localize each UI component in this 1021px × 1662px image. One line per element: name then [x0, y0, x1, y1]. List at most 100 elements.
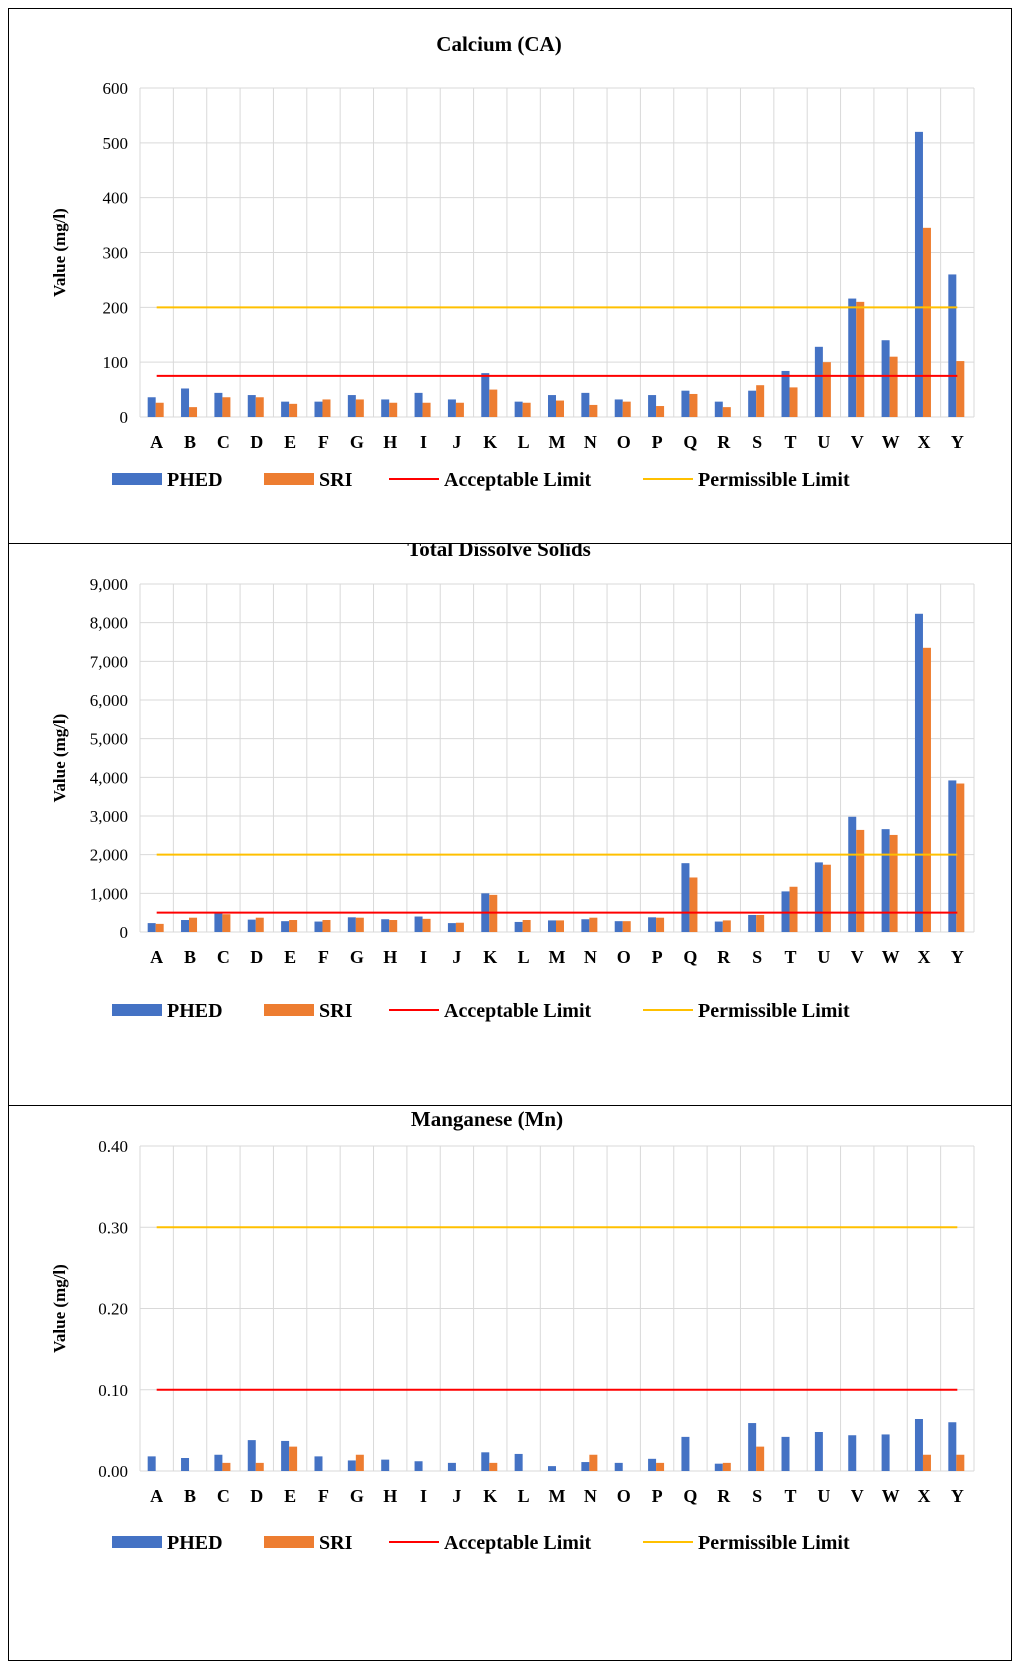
- bar-phed-m: [548, 1466, 556, 1471]
- x-tick-label: Q: [683, 947, 697, 967]
- x-tick-label: S: [752, 947, 762, 967]
- bar-phed-d: [247, 1440, 256, 1471]
- legend-swatch-phed: [112, 473, 162, 485]
- bar-phed-g: [347, 917, 356, 932]
- bar-phed-p: [648, 917, 657, 932]
- bar-sri-f: [322, 920, 331, 932]
- bar-phed-u: [814, 862, 823, 932]
- bar-sri-s: [756, 385, 765, 417]
- legend-label: Permissible Limit: [698, 1532, 850, 1554]
- x-tick-label: F: [318, 947, 329, 967]
- bar-phed-i: [414, 1461, 423, 1471]
- chart-svg: Calcium (CA) 0 100 200 300 400 500 600 Value (mg…: [50, 32, 975, 491]
- bar-phed-y: [948, 274, 957, 417]
- y-tick-label: 0.40: [98, 1137, 128, 1156]
- y-tick-label: 200: [103, 298, 129, 317]
- bar-phed-i: [414, 916, 423, 932]
- y-tick-label: 0.20: [98, 1300, 128, 1319]
- bar-sri-w: [889, 834, 898, 932]
- x-tick-label: T: [785, 1486, 797, 1506]
- bar-sri-d: [255, 397, 264, 417]
- bar-sri-p: [656, 1462, 665, 1471]
- bar-phed-t: [781, 1436, 790, 1471]
- bar-sri-v: [856, 301, 865, 417]
- bar-sri-l: [522, 402, 531, 417]
- y-axis-label: Value (mg/l): [50, 208, 69, 297]
- bar-phed-b: [181, 1458, 190, 1471]
- x-tick-label: A: [150, 1486, 163, 1506]
- bar-phed-p: [648, 395, 657, 417]
- y-tick-label: 300: [103, 244, 129, 263]
- x-tick-label: R: [717, 1486, 731, 1506]
- bar-sri-r: [722, 407, 731, 417]
- x-tick-label: Q: [683, 1486, 697, 1506]
- legend-label: Acceptable Limit: [444, 1532, 592, 1554]
- x-tick-label: K: [483, 432, 497, 452]
- x-tick-label: O: [617, 1486, 631, 1506]
- bar-sri-s: [756, 914, 765, 932]
- chart-title: Manganese (Mn): [411, 1107, 563, 1131]
- x-tick-label: L: [518, 432, 530, 452]
- bar-phed-k: [481, 373, 490, 417]
- y-tick-label: 4,000: [90, 768, 128, 787]
- bar-sri-c: [222, 914, 231, 932]
- bar-phed-l: [514, 921, 523, 932]
- bar-sri-r: [722, 920, 731, 932]
- legend-label: PHED: [167, 469, 223, 491]
- bar-phed-o: [614, 399, 623, 417]
- x-tick-label: S: [752, 1486, 762, 1506]
- bar-sri-b: [189, 407, 198, 417]
- y-tick-label: 0: [120, 923, 129, 942]
- x-tick-label: B: [184, 947, 196, 967]
- bar-phed-j: [447, 1462, 456, 1471]
- bar-sri-e: [289, 1446, 298, 1471]
- bar-sri-d: [255, 917, 264, 932]
- x-tick-label: N: [584, 947, 597, 967]
- legend-label: Acceptable Limit: [444, 469, 592, 491]
- x-tick-label: X: [917, 947, 930, 967]
- bar-sri-k: [489, 389, 498, 417]
- x-tick-label: C: [217, 1486, 230, 1506]
- y-axis-label: Value (mg/l): [50, 714, 69, 803]
- bar-phed-k: [481, 1452, 490, 1471]
- bar-phed-u: [814, 1432, 823, 1471]
- bar-phed-u: [814, 346, 823, 417]
- bar-phed-p: [648, 1458, 657, 1471]
- x-tick-label: B: [184, 1486, 196, 1506]
- x-tick-label: W: [882, 1486, 900, 1506]
- y-tick-label: 0: [120, 408, 129, 427]
- bar-phed-q: [681, 390, 690, 417]
- x-tick-label: D: [250, 1486, 263, 1506]
- bar-phed-m: [548, 920, 556, 932]
- bar-phed-v: [848, 1435, 857, 1471]
- x-tick-label: M: [549, 947, 566, 967]
- bar-phed-q: [681, 1436, 690, 1471]
- bar-sri-y: [956, 783, 965, 932]
- bar-phed-o: [614, 921, 623, 932]
- bar-sri-g: [355, 917, 364, 932]
- bar-phed-j: [447, 399, 456, 417]
- legend-swatch-sri: [264, 1004, 314, 1016]
- bar-sri-x: [922, 1454, 931, 1471]
- x-tick-label: R: [717, 947, 731, 967]
- bar-sri-p: [656, 406, 665, 417]
- x-tick-label: P: [652, 1486, 663, 1506]
- bar-sri-y: [956, 361, 965, 417]
- x-tick-label: U: [817, 947, 830, 967]
- y-tick-label: 600: [103, 79, 129, 98]
- legend-label: Permissible Limit: [698, 1000, 850, 1022]
- bar-sri-c: [222, 397, 231, 417]
- x-tick-label: G: [350, 432, 364, 452]
- bar-sri-j: [455, 402, 464, 417]
- bar-sri-v: [856, 829, 865, 932]
- x-tick-label: E: [284, 432, 296, 452]
- bar-phed-x: [914, 613, 923, 932]
- chart-svg: Total Dissolve Solids 0 1,000 2,000 3,000 4,0…: [50, 544, 975, 1022]
- x-tick-label: S: [752, 432, 762, 452]
- bar-phed-h: [381, 1459, 390, 1471]
- bar-phed-q: [681, 863, 690, 932]
- bar-phed-e: [281, 921, 290, 932]
- bar-phed-x: [914, 1419, 923, 1471]
- chart-title: Calcium (CA): [436, 32, 561, 56]
- bar-phed-f: [314, 1456, 323, 1471]
